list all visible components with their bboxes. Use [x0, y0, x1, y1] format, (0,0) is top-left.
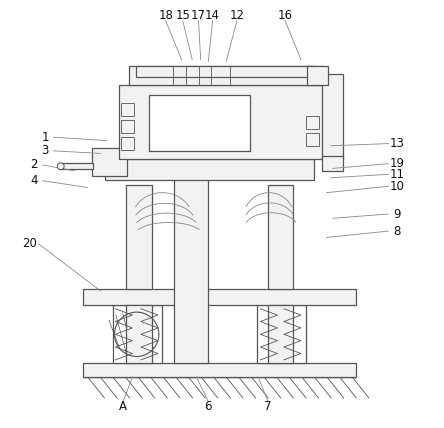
Text: 11: 11: [389, 168, 404, 181]
Bar: [150, 95, 250, 151]
Text: 4: 4: [31, 174, 38, 187]
Bar: [113, 305, 162, 363]
Bar: [268, 305, 293, 363]
Text: 8: 8: [393, 225, 400, 238]
Text: 6: 6: [205, 400, 212, 413]
Text: A: A: [119, 400, 127, 413]
Bar: [121, 120, 134, 133]
Bar: [126, 184, 151, 289]
Bar: [136, 66, 315, 77]
Text: 2: 2: [31, 158, 38, 172]
Bar: [83, 363, 357, 377]
Circle shape: [57, 163, 64, 169]
Text: 19: 19: [389, 157, 404, 170]
Bar: [322, 74, 343, 159]
Bar: [257, 305, 306, 363]
Text: 20: 20: [23, 238, 37, 250]
Bar: [268, 184, 293, 289]
Text: 14: 14: [205, 9, 220, 22]
Text: 16: 16: [278, 9, 293, 22]
Text: 10: 10: [389, 180, 404, 193]
Bar: [121, 137, 134, 150]
Text: 17: 17: [191, 9, 206, 22]
Text: 12: 12: [230, 9, 245, 22]
Bar: [322, 156, 343, 171]
Text: 9: 9: [393, 208, 400, 220]
Bar: [83, 289, 357, 305]
Bar: [129, 66, 323, 85]
Bar: [174, 166, 208, 363]
Text: 7: 7: [264, 400, 272, 413]
Text: 3: 3: [41, 144, 49, 158]
Bar: [307, 66, 328, 85]
Bar: [92, 148, 127, 175]
Bar: [119, 85, 324, 159]
Text: 15: 15: [175, 9, 190, 22]
Bar: [306, 133, 319, 146]
Bar: [126, 305, 151, 363]
Text: 1: 1: [41, 131, 49, 144]
Text: 13: 13: [389, 137, 404, 150]
Bar: [306, 116, 319, 129]
Bar: [105, 159, 314, 180]
Bar: [121, 103, 134, 116]
Bar: [59, 163, 93, 169]
Text: 18: 18: [158, 9, 173, 22]
